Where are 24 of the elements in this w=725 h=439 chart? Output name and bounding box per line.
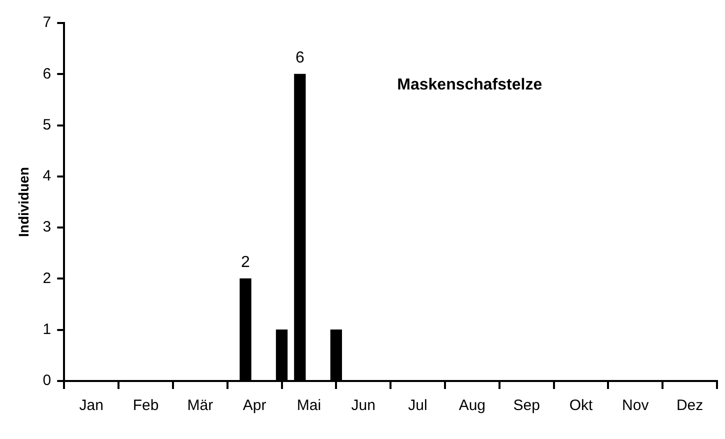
- x-tick-label: Nov: [622, 397, 650, 414]
- y-tick-label: 3: [42, 218, 52, 236]
- y-tick-label: 7: [42, 14, 52, 32]
- x-tick-label: Jan: [79, 397, 104, 414]
- text: Maskenschafstelze: [397, 76, 542, 94]
- x-tick-label: Feb: [132, 397, 159, 414]
- x-tick-label: Jul: [408, 397, 428, 414]
- y-tick-label: 2: [42, 270, 52, 287]
- x-tick-label: Apr: [242, 397, 266, 414]
- x-tick-label: Sep: [513, 397, 540, 414]
- x-tick-label: Dez: [676, 397, 704, 414]
- data-label: 2: [241, 254, 250, 272]
- x-tick-label: Aug: [458, 397, 486, 414]
- y-tick-label: 0: [42, 372, 52, 390]
- y-axis-title: Individuen: [15, 167, 32, 237]
- y-tick-label: 6: [42, 65, 52, 82]
- x-tick-label: Jun: [351, 397, 376, 414]
- data-label: 6: [295, 50, 304, 67]
- x-tick-label: Okt: [569, 397, 594, 414]
- y-tick-label: 5: [42, 116, 52, 134]
- x-tick-label: Mär: [187, 397, 214, 414]
- y-tick-label: 1: [42, 321, 52, 338]
- y-tick-label: 4: [42, 168, 52, 185]
- x-tick-label: Mai: [296, 397, 322, 414]
